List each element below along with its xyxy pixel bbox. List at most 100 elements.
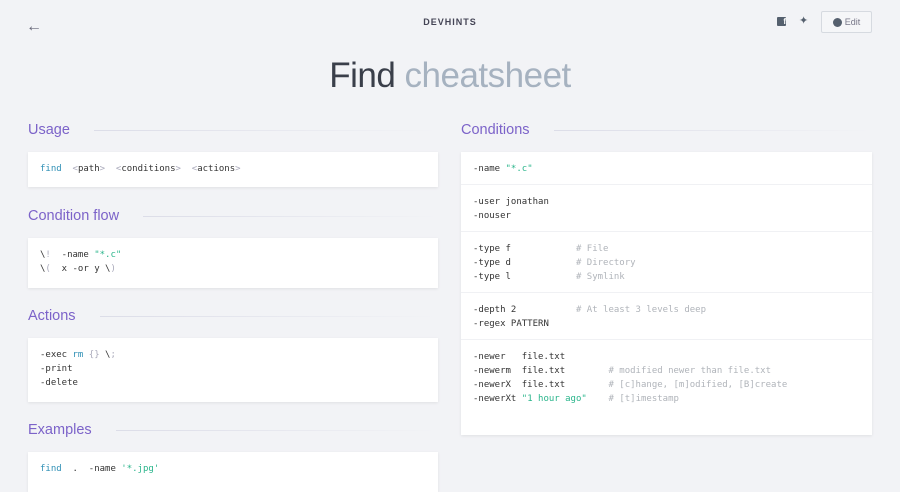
- code-text: -newerXt: [473, 394, 522, 404]
- code-text: \: [40, 250, 46, 260]
- code-comment: # File: [575, 244, 609, 254]
- code-line: -nouser: [473, 209, 860, 223]
- code-punctuation: !: [45, 250, 51, 260]
- code-card-condition-flow: \! -name "*.c" \( x -or y \): [28, 238, 438, 288]
- heading-text: Conditions: [461, 122, 530, 138]
- code-punctuation: ;: [110, 350, 116, 360]
- code-line: -type d # Directory: [473, 256, 860, 270]
- brand-logo[interactable]: DEVHINTS: [423, 17, 477, 27]
- code-line: -type f # File: [473, 242, 860, 256]
- code-comment: # [c]hange, [m]odified, [B]create: [608, 380, 788, 390]
- code-text: [62, 164, 73, 174]
- edit-label: Edit: [844, 17, 861, 27]
- heading-text: Usage: [28, 122, 70, 138]
- code-keyword: find: [40, 464, 62, 474]
- code-line: -user jonathan: [473, 195, 860, 209]
- code-line: -type l # Symlink: [473, 270, 860, 284]
- code-line: -depth 2 # At least 3 levels deep: [473, 303, 860, 317]
- code-text: [587, 394, 609, 404]
- code-section: find <path> <conditions> <actions>: [28, 152, 438, 176]
- code-line: -regex PATTERN: [473, 317, 860, 331]
- code-punctuation: >: [235, 164, 241, 174]
- title-light: cheatsheet: [404, 56, 572, 95]
- code-text: -nouser: [473, 211, 511, 221]
- code-line: -newerXt "1 hour ago" # [t]imestamp: [473, 392, 860, 406]
- code-string: "*.c": [505, 164, 533, 174]
- code-line: find <path> <conditions> <actions>: [40, 162, 426, 176]
- heading-text: Actions: [28, 308, 76, 324]
- code-section: -name "*.c": [461, 152, 872, 185]
- code-punctuation: {}: [83, 350, 106, 360]
- code-keyword: find: [40, 164, 62, 174]
- code-text: -exec: [40, 350, 73, 360]
- code-text: -type f: [473, 244, 576, 254]
- code-punctuation: <: [115, 164, 122, 174]
- heading-conditions: Conditions: [461, 122, 872, 138]
- code-section: -type f # File -type d # Directory -type l…: [461, 232, 872, 293]
- code-text: [181, 164, 192, 174]
- code-text: -name: [473, 164, 506, 174]
- code-text: -newerm file.txt: [473, 366, 609, 376]
- heading-usage: Usage: [28, 122, 438, 138]
- code-punctuation: ): [110, 264, 116, 274]
- code-comment: # modified newer than file.txt: [608, 366, 772, 376]
- code-line: \! -name "*.c": [40, 248, 426, 262]
- code-text: -regex PATTERN: [473, 319, 549, 329]
- heading-text: Condition flow: [28, 208, 120, 224]
- code-text: actions: [197, 164, 236, 174]
- code-card-conditions: -name "*.c" -user jonathan -nouser -type f …: [461, 152, 872, 435]
- code-section: -newer file.txt -newerm file.txt # modifi…: [461, 340, 872, 414]
- code-line: -exec rm {} \;: [40, 348, 426, 362]
- code-comment: # Directory: [575, 258, 636, 268]
- arrow-left-icon[interactable]: ←: [26, 18, 42, 35]
- code-section: -exec rm {} \; -print -delete: [28, 338, 438, 390]
- code-text: -user jonathan: [473, 197, 549, 207]
- code-punctuation: >: [175, 164, 181, 174]
- code-string: '*.jpg': [121, 464, 160, 474]
- code-line: -newer file.txt: [473, 350, 860, 364]
- heading-text: Examples: [28, 422, 92, 438]
- twitter-icon[interactable]: ✦: [799, 15, 809, 27]
- title-main: Find: [329, 56, 396, 95]
- code-punctuation: (: [45, 264, 51, 274]
- code-text: x -or y \: [50, 264, 111, 274]
- top-bar: ← DEVHINTS f ✦ Edit: [0, 0, 900, 46]
- heading-condition-flow: Condition flow: [28, 208, 438, 224]
- code-text: -depth 2: [473, 305, 576, 315]
- code-line: -newerX file.txt # [c]hange, [m]odified,…: [473, 378, 860, 392]
- code-section: find . -name '*.jpg': [28, 452, 438, 476]
- code-line: -delete: [40, 376, 426, 390]
- code-line: find . -name '*.jpg': [40, 462, 426, 476]
- heading-actions: Actions: [28, 308, 438, 324]
- code-card-actions: -exec rm {} \; -print -delete: [28, 338, 438, 402]
- code-text: [105, 164, 116, 174]
- code-text: -delete: [40, 378, 78, 388]
- code-line: \( x -or y \): [40, 262, 426, 276]
- code-text: -type l: [473, 272, 576, 282]
- code-punctuation: >: [99, 164, 106, 174]
- code-section: -user jonathan -nouser: [461, 185, 872, 232]
- code-comment: # [t]imestamp: [608, 394, 679, 404]
- code-text: -print: [40, 364, 73, 374]
- code-comment: # Symlink: [575, 272, 625, 282]
- code-text: -name: [50, 250, 95, 260]
- code-line: -newerm file.txt # modified newer than f…: [473, 364, 860, 378]
- code-punctuation: <: [191, 164, 198, 174]
- code-section: \! -name "*.c" \( x -or y \): [28, 238, 438, 276]
- code-text: conditions: [121, 164, 176, 174]
- heading-examples: Examples: [28, 422, 438, 438]
- code-card-examples: find . -name '*.jpg': [28, 452, 438, 492]
- code-string: "*.c": [94, 250, 122, 260]
- facebook-icon[interactable]: f: [777, 17, 786, 26]
- code-text: \: [105, 350, 111, 360]
- edit-button[interactable]: Edit: [821, 11, 872, 33]
- code-text: -newer file.txt: [473, 352, 566, 362]
- code-text: . -name: [61, 464, 122, 474]
- code-text: \: [40, 264, 46, 274]
- code-text: path: [77, 164, 100, 174]
- code-section: -depth 2 # At least 3 levels deep -regex …: [461, 293, 872, 340]
- code-comment: # At least 3 levels deep: [575, 305, 706, 315]
- code-line: -name "*.c": [473, 162, 860, 176]
- page-title: Find cheatsheet: [0, 56, 900, 96]
- github-icon: [832, 17, 842, 27]
